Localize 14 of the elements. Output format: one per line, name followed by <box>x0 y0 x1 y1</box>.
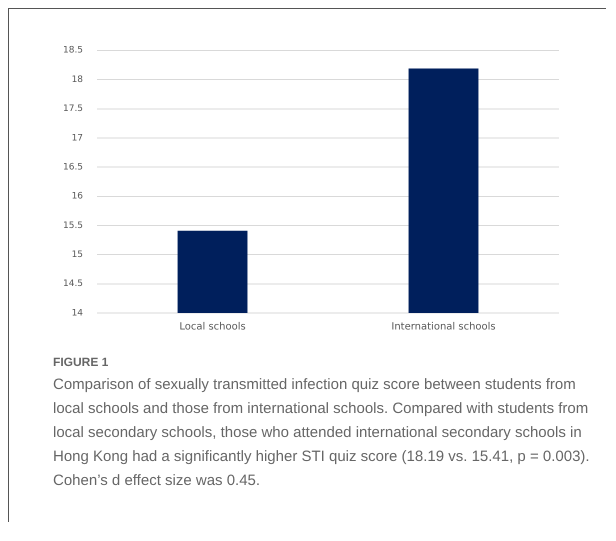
y-tick-label: 15.5 <box>62 220 84 231</box>
y-tick-label: 18.5 <box>62 46 84 56</box>
y-tick-label: 15 <box>72 250 84 260</box>
x-tick-label: Local schools <box>179 322 246 333</box>
y-tick-label: 16 <box>72 192 84 202</box>
x-tick-label: International schools <box>391 322 496 333</box>
text: Comparison of sexually transmitted infection quiz score between students from local schools and those from international schools. Compared with students from local secondary schools, those who attended international secondary schools in Hong Kong had a significantly higher STI quiz score (18.19 vs. 15.41, p = 0.003). Cohen’s d effect size was 0.45. <box>53 375 591 491</box>
y-tick-label: 18 <box>72 74 84 85</box>
y-tick-label: 17 <box>72 133 84 144</box>
y-tick-label: 14.5 <box>62 279 84 290</box>
caption: FIGURE 1 <box>53 355 110 369</box>
y-tick-label: 14 <box>72 308 84 318</box>
y-tick-label: 17.5 <box>62 104 84 114</box>
y-tick-label: 16.5 <box>62 162 84 172</box>
